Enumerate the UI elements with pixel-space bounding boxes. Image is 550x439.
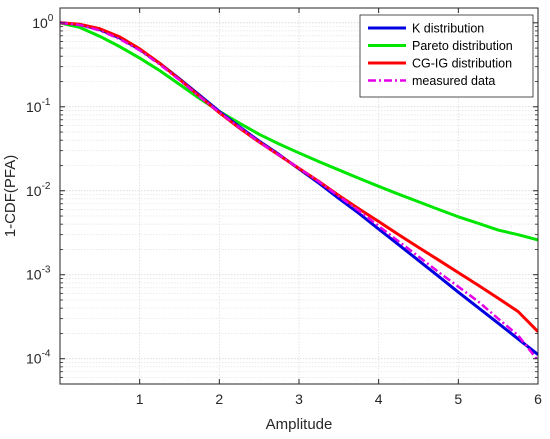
legend-item: measured data [368,74,495,88]
legend-label: K distribution [412,22,484,36]
y-tick-label: 10 -4 [26,349,51,367]
y-axis-label: 1-CDF(PFA) [2,155,19,238]
y-tick-label-exponent: -3 [42,265,51,276]
x-tick-label: 5 [454,391,462,407]
x-tick-label: 3 [295,391,303,407]
y-tick-label: 10 0 [32,13,54,31]
y-tick-label-exponent: -1 [42,97,51,108]
x-tick-label: 2 [215,391,223,407]
y-tick-label: 10 -3 [26,265,51,283]
y-tick-label-exponent: 0 [48,13,54,24]
y-tick-label: 10 -2 [26,181,51,199]
y-tick-label-base: 10 [26,183,42,199]
x-tick-label: 4 [375,391,383,407]
legend-item: Pareto distribution [368,39,513,53]
legend-label: CG-IG distribution [412,57,512,71]
x-axis-label: Amplitude [266,416,333,433]
x-tick-label: 6 [534,391,542,407]
x-tick-label: 1 [136,391,144,407]
y-tick-label: 10 -1 [26,97,51,115]
y-tick-label-base: 10 [32,15,48,31]
series-line-measured-data [60,21,538,362]
legend-label: Pareto distribution [412,39,513,53]
series-layer [60,21,538,362]
y-tick-label-base: 10 [26,99,42,115]
legend-item: CG-IG distribution [368,57,512,71]
legend-label: measured data [412,74,495,88]
y-tick-label-base: 10 [26,267,42,283]
y-tick-label-base: 10 [26,351,42,367]
legend-item: K distribution [368,22,484,36]
y-tick-label-exponent: -4 [42,349,51,360]
series-line-pareto-distribution [60,21,538,242]
legend: K distribution Pareto distribution CG-IG d… [359,14,534,98]
y-tick-label-exponent: -2 [42,181,51,192]
